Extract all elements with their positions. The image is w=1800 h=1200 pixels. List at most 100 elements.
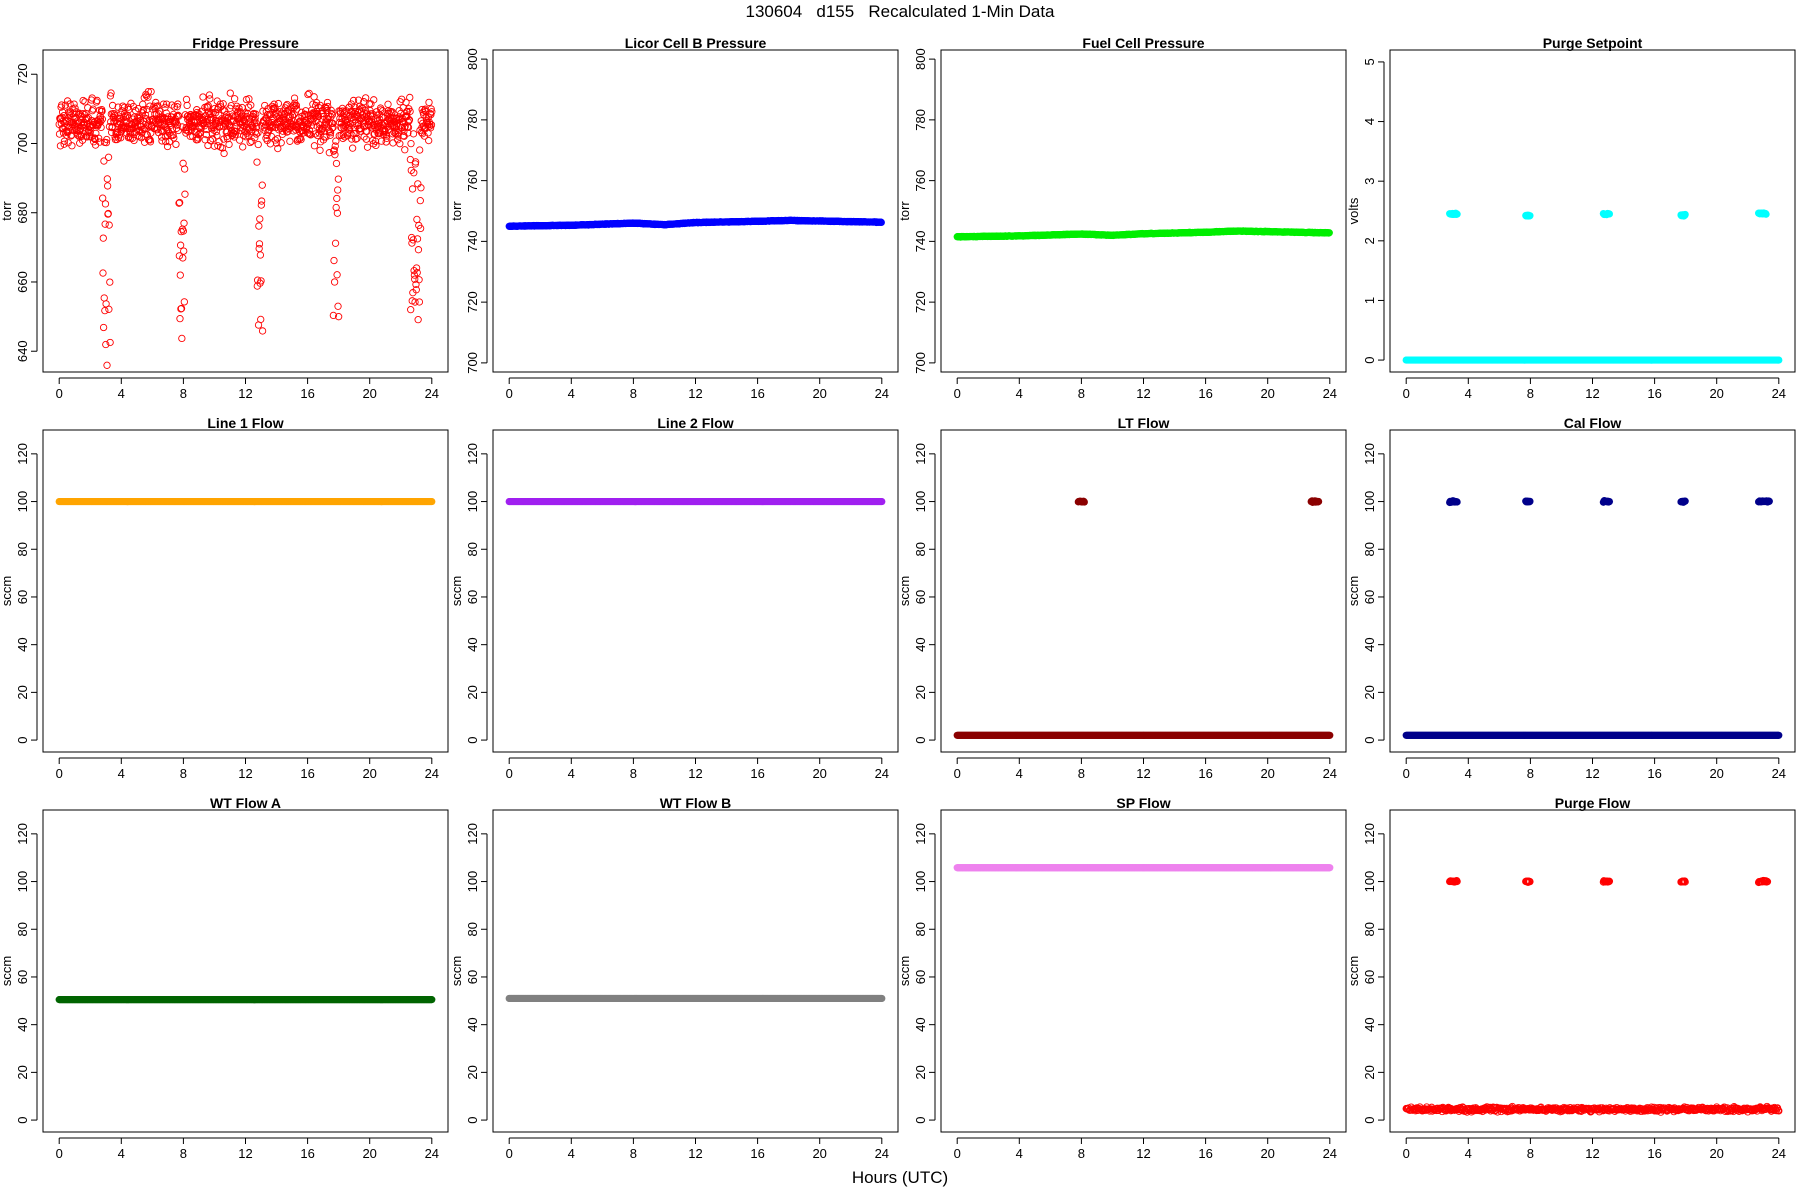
data-point [240,122,248,131]
data-point [107,89,115,97]
data-point [245,95,253,103]
data-point [176,241,185,249]
data-point [86,128,94,137]
data-point [331,142,339,150]
y-tick-label: 2 [1362,237,1377,244]
data-point [396,140,404,148]
x-tick-label: 16 [750,766,764,781]
x-tick-label: 24 [425,766,439,781]
data-point [114,134,123,142]
data-point [99,269,107,277]
data-point [170,134,178,142]
data-point [407,139,415,148]
data-point [334,186,342,194]
data-point [186,132,194,140]
x-tick-label: 24 [425,386,439,401]
data-points [505,497,886,506]
data-point [58,101,66,109]
x-tick-label: 24 [1323,386,1337,401]
data-point [252,110,260,118]
data-point [305,126,314,134]
data-point [105,305,113,313]
y-axis-label: torr [449,201,464,221]
data-point [333,194,341,203]
data-point [328,111,337,119]
data-point [414,246,423,254]
data-point [140,94,148,102]
y-tick-label: 120 [913,443,928,465]
y-tick-label: 0 [913,736,928,743]
x-tick-label: 8 [1078,386,1085,401]
y-axis-label: torr [0,201,14,221]
y-tick-label: 60 [465,590,480,604]
data-point [232,127,240,136]
data-point [163,142,172,151]
data-point [412,286,420,294]
x-tick-label: 4 [118,386,125,401]
data-point [100,157,108,165]
x-tick-label: 12 [1136,766,1150,781]
panel-title: Fridge Pressure [192,35,299,51]
data-point [135,133,144,141]
x-tick-label: 16 [300,386,314,401]
x-tick-label: 0 [954,386,961,401]
data-point [410,169,418,177]
data-point [425,136,433,145]
data-point [413,235,422,243]
data-point [226,89,234,97]
plot-frame [1389,49,1796,373]
y-axis-label: sccm [0,576,14,606]
data-point [173,121,182,129]
data-point [274,144,282,153]
data-point [393,122,401,130]
data-point [277,139,285,147]
panel-title: Licor Cell B Pressure [625,35,767,51]
y-tick-label: 80 [913,542,928,556]
panel-title: Line 2 Flow [657,415,733,431]
data-point [99,323,108,332]
data-point [304,90,312,99]
data-point [129,102,138,111]
data-point [200,122,209,130]
data-point [331,151,339,159]
data-point [330,256,338,265]
data-point [306,130,314,138]
data-point [104,153,113,161]
data-point [257,197,266,205]
data-point [63,131,71,139]
data-point [372,141,380,150]
data-point [408,239,416,247]
data-point [176,314,184,323]
data-point [99,234,107,242]
x-tick-label: 8 [1078,766,1085,781]
x-tick-label: 0 [1403,386,1410,401]
data-point [412,264,421,272]
x-tick-label: 20 [1709,386,1723,401]
data-point [404,129,412,137]
data-point [332,159,341,168]
x-tick-label: 16 [300,766,314,781]
data-point [60,140,68,148]
data-point [174,111,182,119]
x-tick-label: 20 [812,386,826,401]
data-point [332,203,340,212]
y-tick-label: 80 [465,542,480,556]
data-point [371,137,380,145]
data-point [205,91,214,99]
y-tick-label: 40 [15,637,30,651]
data-point [351,119,359,128]
y-tick-label: 720 [465,291,480,313]
data-point [344,122,353,130]
data-point [334,302,342,310]
data-point [411,275,419,283]
x-tick-label: 12 [238,386,252,401]
data-point [428,497,436,506]
data-point [327,109,336,118]
data-point [329,311,338,320]
data-point [193,108,201,117]
data-point [94,134,103,142]
data-point [1605,210,1614,218]
data-point [330,147,338,155]
